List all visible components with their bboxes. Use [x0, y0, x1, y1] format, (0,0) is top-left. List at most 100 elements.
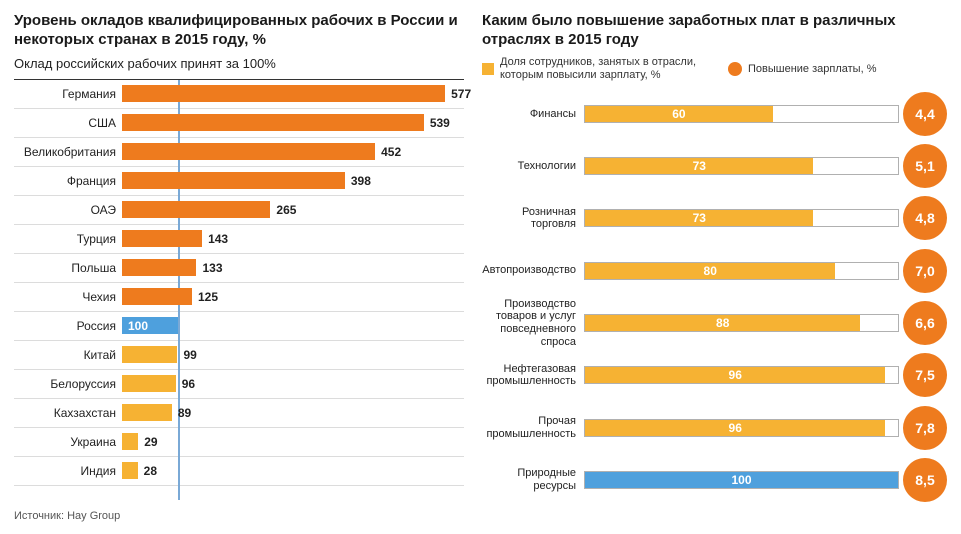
salary-bar: [122, 230, 202, 247]
raise-badge: 6,6: [903, 301, 947, 345]
bar-area: 29: [122, 428, 464, 456]
salary-bar: [122, 404, 172, 421]
industry-label: Производство товаров и услуг повседневно…: [482, 298, 584, 349]
country-label: США: [14, 116, 122, 130]
share-track: 100: [584, 471, 899, 489]
share-track: 96: [584, 419, 899, 437]
share-value: 88: [716, 316, 729, 330]
share-bar: 80: [585, 263, 835, 279]
left-title: Уровень окладов квалифицированных рабочи…: [14, 12, 464, 50]
industry-label: Прочая промышленность: [482, 415, 584, 440]
country-row: Турция143: [14, 225, 464, 254]
bar-area: 99: [122, 341, 464, 369]
country-label: Украина: [14, 435, 122, 449]
country-label: Чехия: [14, 290, 122, 304]
bar-area: 133: [122, 254, 464, 282]
share-bar: 88: [585, 315, 860, 331]
industry-row: Розничная торговля734,8: [482, 196, 947, 240]
industry-label: Природные ресурсы: [482, 467, 584, 492]
salary-bar: [122, 346, 177, 363]
salary-value: 125: [198, 290, 218, 304]
industry-row: Технологии735,1: [482, 144, 947, 188]
left-subtitle: Оклад российских рабочих принят за 100%: [14, 56, 464, 71]
salary-bar: [122, 172, 345, 189]
country-row: Франция 398: [14, 167, 464, 196]
bar-area: 539: [122, 109, 464, 137]
salary-level-chart: Германия577США539Великобритания452Франци…: [14, 79, 464, 501]
bar-area: 89: [122, 399, 464, 427]
country-row: Германия577: [14, 80, 464, 109]
bar-area: 265: [122, 196, 464, 224]
salary-bar: [122, 462, 138, 479]
bar-area: 452: [122, 138, 464, 166]
raise-value: 7,8: [915, 420, 934, 436]
legend-share: Доля сотрудников, занятых в отрасли, кот…: [482, 56, 710, 82]
country-row: Индия28: [14, 457, 464, 486]
share-value: 73: [693, 159, 706, 173]
country-row: Украина29: [14, 428, 464, 457]
industry-label: Технологии: [482, 160, 584, 173]
salary-value: 28: [144, 464, 157, 478]
country-label: Кахзахстан: [14, 406, 122, 420]
salary-value: 577: [451, 87, 471, 101]
share-value: 100: [731, 473, 751, 487]
share-value: 96: [729, 421, 742, 435]
bar-area: 577: [122, 80, 471, 108]
country-row: ОАЭ265: [14, 196, 464, 225]
share-bar: 96: [585, 420, 885, 436]
raise-badge: 4,4: [903, 92, 947, 136]
industry-label: Финансы: [482, 108, 584, 121]
share-track: 96: [584, 366, 899, 384]
industry-row: Нефтегазовая промышленность967,5: [482, 353, 947, 397]
raise-value: 6,6: [915, 315, 934, 331]
raise-value: 4,4: [915, 106, 934, 122]
share-bar: 100: [585, 472, 898, 488]
country-label: Китай: [14, 348, 122, 362]
country-label: Германия: [14, 87, 122, 101]
raise-badge: 8,5: [903, 458, 947, 502]
salary-raise-panel: Каким было повышение заработных плат в р…: [482, 12, 947, 522]
share-value: 96: [729, 368, 742, 382]
share-bar: 73: [585, 210, 813, 226]
salary-value: 100: [128, 319, 148, 333]
salary-value: 398: [351, 174, 371, 188]
salary-raise-chart: Финансы604,4Технологии735,1Розничная тор…: [482, 92, 947, 522]
right-title: Каким было повышение заработных плат в р…: [482, 12, 947, 50]
salary-bar: [122, 114, 424, 131]
bar-area: 143: [122, 225, 464, 253]
country-label: Франция: [14, 174, 122, 188]
share-track: 88: [584, 314, 899, 332]
bar-area: 125: [122, 283, 464, 311]
share-value: 80: [704, 264, 717, 278]
raise-badge: 7,8: [903, 406, 947, 450]
salary-value: 99: [183, 348, 196, 362]
salary-bar: [122, 85, 445, 102]
share-track: 80: [584, 262, 899, 280]
salary-bar: 100: [122, 317, 178, 334]
bar-area: 100: [122, 312, 464, 340]
salary-bar: [122, 375, 176, 392]
salary-bar: [122, 288, 192, 305]
circle-icon: [728, 62, 742, 76]
salary-value: 265: [276, 203, 296, 217]
salary-bar: [122, 201, 270, 218]
industry-row: Производство товаров и услуг повседневно…: [482, 301, 947, 345]
country-label: Белоруссия: [14, 377, 122, 391]
square-icon: [482, 63, 494, 75]
share-track: 73: [584, 157, 899, 175]
legend-raise-text: Повышение зарплаты, %: [748, 63, 876, 75]
industry-row: Финансы60 4,4: [482, 92, 947, 136]
source-line: Источник: Hay Group: [14, 510, 464, 522]
raise-value: 7,5: [915, 367, 934, 383]
country-row: Чехия 125: [14, 283, 464, 312]
salary-value: 89: [178, 406, 191, 420]
source-label: Источник:: [14, 510, 64, 522]
bar-area: 28: [122, 457, 464, 485]
share-track: 60: [584, 105, 899, 123]
country-row: Россия100: [14, 312, 464, 341]
industry-row: Прочая промышленность 96 7,8: [482, 406, 947, 450]
raise-value: 7,0: [915, 263, 934, 279]
raise-value: 4,8: [915, 210, 934, 226]
country-label: Турция: [14, 232, 122, 246]
share-bar: 96: [585, 367, 885, 383]
